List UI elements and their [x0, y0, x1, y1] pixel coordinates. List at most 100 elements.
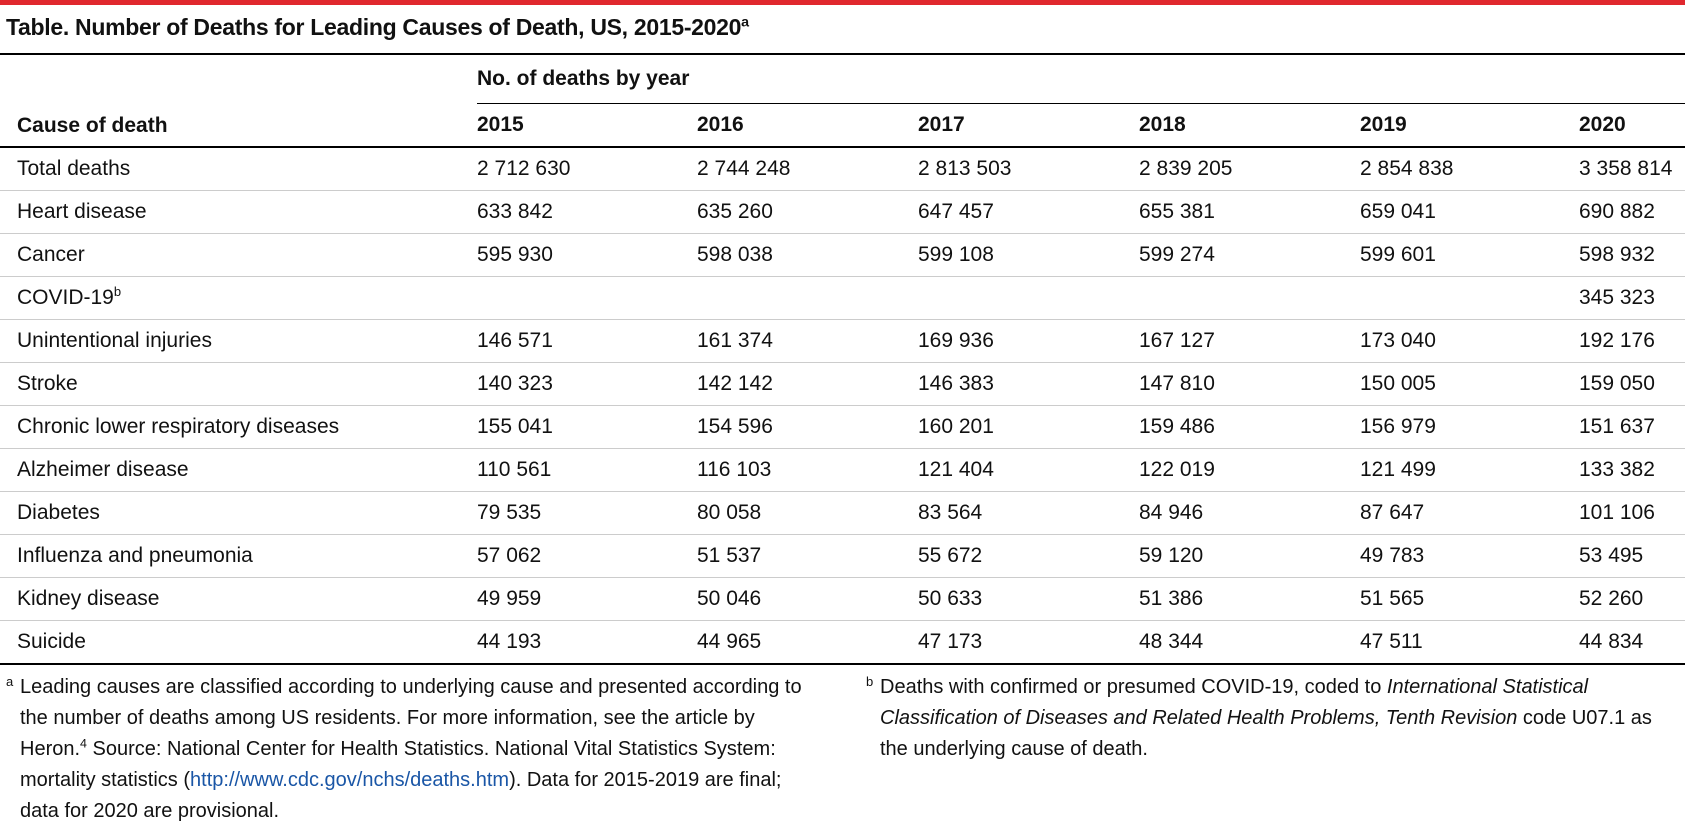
value-text: 151 637	[1579, 415, 1655, 438]
value-cell: 161 374	[697, 319, 918, 363]
value-cell: 51 537	[697, 534, 918, 578]
value-text: 48 344	[1139, 630, 1204, 653]
value-cell: 146 571	[477, 319, 697, 363]
value-text: 142 142	[697, 372, 773, 395]
value-cell: 2 744 248	[697, 147, 918, 191]
cause-note: b	[113, 284, 122, 299]
footnote-mark: b	[866, 674, 874, 689]
value-cell: 159 050	[1579, 362, 1685, 406]
value-cell: 47 173	[918, 621, 1139, 665]
value-cell: 3 358 814	[1579, 147, 1685, 191]
value-cell: 44 193	[477, 621, 697, 665]
value-text: 599 601	[1360, 243, 1436, 266]
footnote-text: code U07.1 as the underlying cause of de…	[880, 707, 1652, 760]
cause-text: Total deaths	[17, 157, 131, 180]
value-text: 50 633	[918, 587, 983, 610]
value-cell: 49 959	[477, 577, 697, 621]
value-cell: 659 041	[1360, 190, 1579, 234]
value-text: 690 882	[1579, 200, 1655, 223]
cause-cell: Influenza and pneumonia	[0, 534, 477, 578]
value-text: 599 108	[918, 243, 994, 266]
value-cell: 121 404	[918, 448, 1139, 492]
value-text: 122 019	[1139, 458, 1215, 481]
accent-bar	[0, 0, 1685, 5]
cause-text: Suicide	[17, 630, 86, 653]
value-cell: 55 672	[918, 534, 1139, 578]
value-text: 599 274	[1139, 243, 1215, 266]
value-text: 79 535	[477, 501, 542, 524]
value-text: 121 499	[1360, 458, 1436, 481]
value-cell: 122 019	[1139, 448, 1360, 492]
value-cell: 690 882	[1579, 190, 1685, 234]
value-cell: 154 596	[697, 405, 918, 449]
value-cell: 2 839 205	[1139, 147, 1360, 191]
value-text: 598 038	[697, 243, 773, 266]
value-cell: 2 712 630	[477, 147, 697, 191]
value-cell: 110 561	[477, 448, 697, 492]
value-text: 51 565	[1360, 587, 1425, 610]
value-cell: 101 106	[1579, 491, 1685, 535]
table-row: Diabetes 79 535 80 058 83 564 84 946 87 647 10…	[0, 491, 1685, 535]
title-text: Table. Number of Deaths for Leading Caus…	[6, 14, 742, 40]
cause-text: Unintentional injuries	[17, 329, 212, 352]
value-cell: 598 932	[1579, 233, 1685, 277]
value-text: 146 383	[918, 372, 994, 395]
table-row: Suicide 44 193 44 965 47 173 48 344 47 511 44 …	[0, 621, 1685, 665]
value-cell	[1360, 276, 1579, 320]
year-header: 2019	[1360, 103, 1579, 148]
value-cell: 647 457	[918, 190, 1139, 234]
value-text: 80 058	[697, 501, 762, 524]
value-cell: 116 103	[697, 448, 918, 492]
value-text: 3 358 814	[1579, 157, 1673, 180]
cause-text: Kidney disease	[17, 587, 160, 610]
value-text: 140 323	[477, 372, 553, 395]
column-group-header: No. of deaths by year	[477, 54, 1685, 104]
footnote-text: 4	[80, 736, 87, 751]
value-cell: 173 040	[1360, 319, 1579, 363]
cause-cell: Heart disease	[0, 190, 477, 234]
value-text: 83 564	[918, 501, 983, 524]
value-text: 161 374	[697, 329, 773, 352]
value-text: 659 041	[1360, 200, 1436, 223]
table-row: Heart disease 633 842 635 260 647 457 655 38…	[0, 190, 1685, 234]
value-text: 655 381	[1139, 200, 1215, 223]
value-text: 2 712 630	[477, 157, 571, 180]
value-cell: 169 936	[918, 319, 1139, 363]
table-title: Table. Number of Deaths for Leading Caus…	[6, 14, 749, 41]
value-cell: 83 564	[918, 491, 1139, 535]
footnote-mark: a	[6, 674, 14, 689]
value-text: 2 744 248	[697, 157, 791, 180]
table-row: Total deaths 2 712 630 2 744 248 2 813 503 2…	[0, 147, 1685, 191]
value-text: 110 561	[477, 458, 552, 481]
cause-cell: Unintentional injuries	[0, 319, 477, 363]
data-table: Cause of death No. of deaths by year 201…	[0, 53, 1685, 665]
footnote-text: International Statistical Classification…	[880, 676, 1589, 729]
value-cell: 633 842	[477, 190, 697, 234]
value-text: 59 120	[1139, 544, 1204, 567]
value-text: 598 932	[1579, 243, 1655, 266]
value-cell	[477, 276, 697, 320]
value-cell: 142 142	[697, 362, 918, 406]
table-row: COVID-19b 345 323	[0, 276, 1685, 320]
cause-text: Influenza and pneumonia	[17, 544, 253, 567]
value-text: 159 050	[1579, 372, 1655, 395]
value-text: 150 005	[1360, 372, 1436, 395]
value-text: 51 537	[697, 544, 762, 567]
cause-cell: Alzheimer disease	[0, 448, 477, 492]
value-text: 192 176	[1579, 329, 1655, 352]
table-row: Kidney disease 49 959 50 046 50 633 51 386 51…	[0, 577, 1685, 621]
cause-cell: Suicide	[0, 621, 477, 665]
value-cell: 84 946	[1139, 491, 1360, 535]
value-cell: 59 120	[1139, 534, 1360, 578]
value-text: 53 495	[1579, 544, 1644, 567]
value-text: 2 813 503	[918, 157, 1012, 180]
value-cell: 51 386	[1139, 577, 1360, 621]
value-text: 52 260	[1579, 587, 1644, 610]
footnote-link[interactable]: http://www.cdc.gov/nchs/deaths.htm	[190, 769, 510, 791]
value-text: 101 106	[1579, 501, 1655, 524]
value-cell: 150 005	[1360, 362, 1579, 406]
footnote-text: Source: National Center for Health Stati…	[20, 738, 776, 791]
year-header: 2015	[477, 103, 697, 148]
value-cell: 635 260	[697, 190, 918, 234]
